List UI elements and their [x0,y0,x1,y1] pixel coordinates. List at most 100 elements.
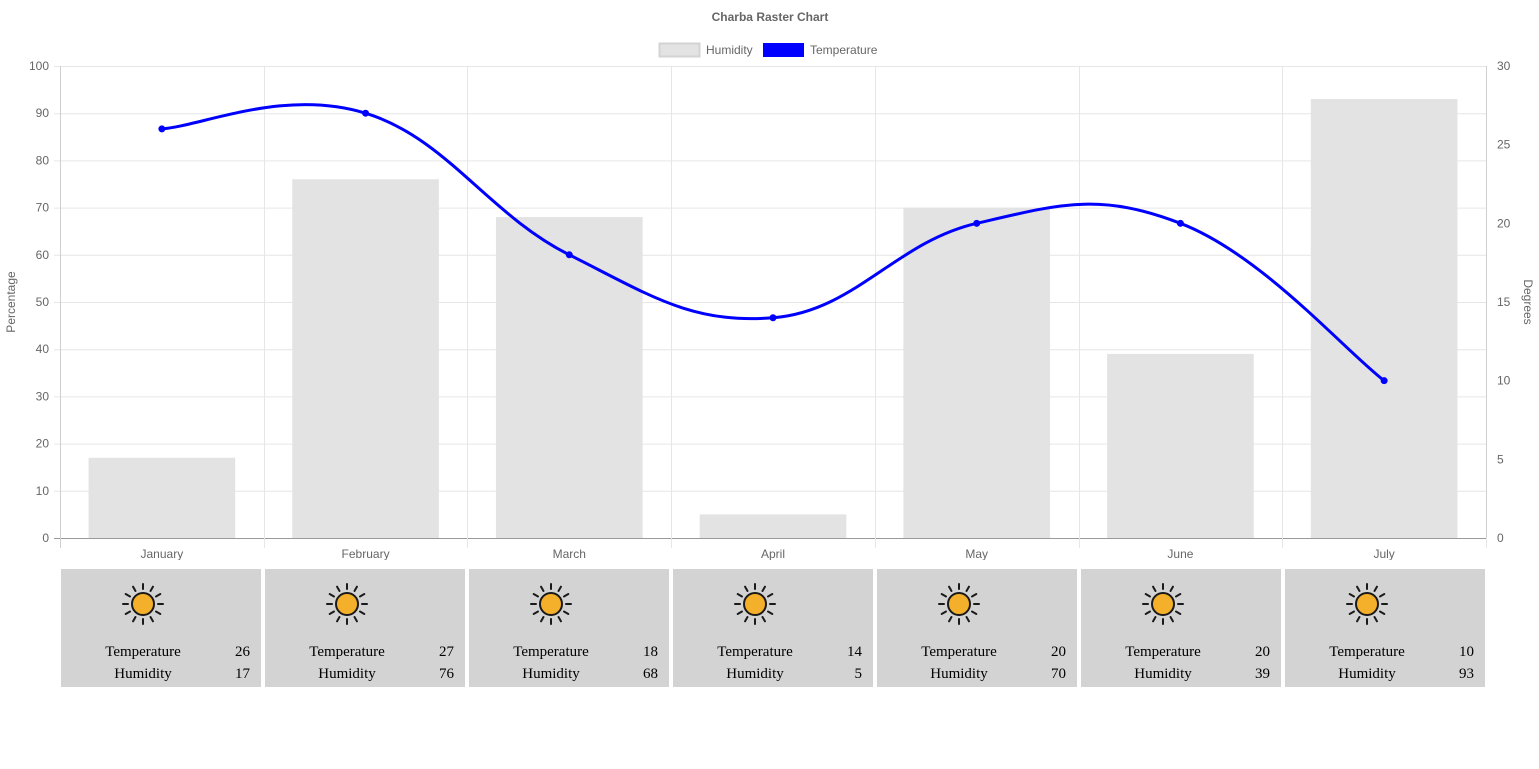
temperature-value: 14 [847,644,862,660]
right-tick-label: 10 [1497,374,1511,388]
sun-icon [326,583,368,625]
weather-card: Temperature 27 Humidity 76 [265,569,465,687]
temperature-row: Temperature 18 [469,644,669,664]
x-tick-label: July [1373,547,1394,560]
x-tick-label: March [553,547,586,560]
left-tick-label: 50 [36,295,50,309]
temperature-value: 20 [1051,644,1066,660]
right-axis-title: Degrees [1521,279,1535,324]
right-tick-label: 15 [1497,295,1511,309]
temperature-point [1380,377,1388,385]
x-tick-label: January [141,547,184,560]
bar-humidity [903,207,1051,538]
right-tick-label: 5 [1497,452,1504,466]
legend-label-humidity: Humidity [706,43,753,57]
left-tick-label: 10 [36,484,50,498]
temperature-value: 10 [1459,644,1474,660]
weather-card: Temperature 10 Humidity 93 [1285,569,1485,687]
humidity-row: Humidity 76 [265,666,465,686]
humidity-value: 93 [1459,666,1474,682]
sun-icon [1346,583,1388,625]
humidity-value: 5 [854,666,863,682]
humidity-value: 17 [235,666,250,682]
humidity-value: 70 [1051,666,1066,682]
legend-label-temperature: Temperature [810,43,878,57]
legend[interactable]: Humidity Temperature [658,42,878,58]
humidity-bars [88,99,1458,539]
right-tick-label: 20 [1497,216,1511,230]
sun-icon [938,583,980,625]
temperature-label: Temperature [1329,644,1405,660]
right-tick-label: 0 [1497,531,1504,545]
temperature-line [158,103,1388,385]
temperature-point [362,109,370,117]
legend-swatch-humidity [658,42,701,58]
temperature-value: 20 [1255,644,1270,660]
left-tick-label: 90 [36,106,50,120]
legend-swatch-temperature [763,43,804,57]
temperature-row: Temperature 20 [1081,644,1281,664]
temperature-value: 26 [235,644,250,660]
left-tick-label: 100 [29,59,49,73]
x-tick-label: February [342,547,390,560]
left-tick-label: 30 [36,389,50,403]
humidity-row: Humidity 39 [1081,666,1281,686]
temperature-value: 18 [643,644,658,660]
humidity-label: Humidity [1338,666,1396,682]
weather-card: Temperature 20 Humidity 39 [1081,569,1281,687]
temperature-label: Temperature [309,644,385,660]
humidity-row: Humidity 93 [1285,666,1485,686]
temperature-row: Temperature 14 [673,644,873,664]
humidity-row: Humidity 17 [61,666,261,686]
x-tick-label: April [761,547,785,560]
humidity-row: Humidity 70 [877,666,1077,686]
humidity-row: Humidity 68 [469,666,669,686]
chart: Charba Raster Chart Humidity Temperature… [4,10,1535,560]
weather-card: Temperature 26 Humidity 17 [61,569,261,687]
humidity-label: Humidity [318,666,376,682]
weather-card: Temperature 14 Humidity 5 [673,569,873,687]
temperature-row: Temperature 26 [61,644,261,664]
bar-humidity [699,514,847,538]
temperature-row: Temperature 27 [265,644,465,664]
bar-humidity [1107,353,1254,538]
humidity-row: Humidity 5 [673,666,873,686]
temperature-point [973,219,981,227]
sun-icon [122,583,164,625]
bar-humidity [292,179,439,538]
temperature-point [158,125,166,133]
left-axis-ticks: 0 10 20 30 40 50 60 70 80 90 100 [29,59,49,545]
weather-cards: Temperature 26 Humidity 17 Temperature 27 Humi… [61,569,1485,687]
humidity-label: Humidity [522,666,580,682]
sun-icon [1142,583,1184,625]
humidity-value: 76 [439,666,454,682]
temperature-label: Temperature [717,644,793,660]
humidity-value: 39 [1255,666,1270,682]
right-tick-label: 25 [1497,138,1511,152]
x-tick-label: May [965,547,988,560]
temperature-label: Temperature [105,644,181,660]
humidity-label: Humidity [930,666,988,682]
temperature-point [565,251,573,259]
grid [54,66,1487,548]
temperature-row: Temperature 20 [877,644,1077,664]
x-tick-label: June [1167,547,1193,560]
left-tick-label: 80 [36,153,50,167]
temperature-value: 27 [439,644,454,660]
chart-title: Charba Raster Chart [712,10,829,24]
left-tick-label: 0 [42,531,49,545]
temperature-row: Temperature 10 [1285,644,1485,664]
weather-card: Temperature 18 Humidity 68 [469,569,669,687]
humidity-label: Humidity [1134,666,1192,682]
humidity-label: Humidity [114,666,172,682]
temperature-point [769,314,777,322]
bar-humidity [88,457,236,538]
left-tick-label: 70 [36,201,50,215]
left-tick-label: 20 [36,437,50,451]
weather-card: Temperature 20 Humidity 70 [877,569,1077,687]
humidity-value: 68 [643,666,658,682]
bar-humidity [1310,99,1458,538]
sun-icon [734,583,776,625]
right-axis-ticks: 0 5 10 15 20 25 30 [1497,59,1511,545]
temperature-label: Temperature [513,644,589,660]
